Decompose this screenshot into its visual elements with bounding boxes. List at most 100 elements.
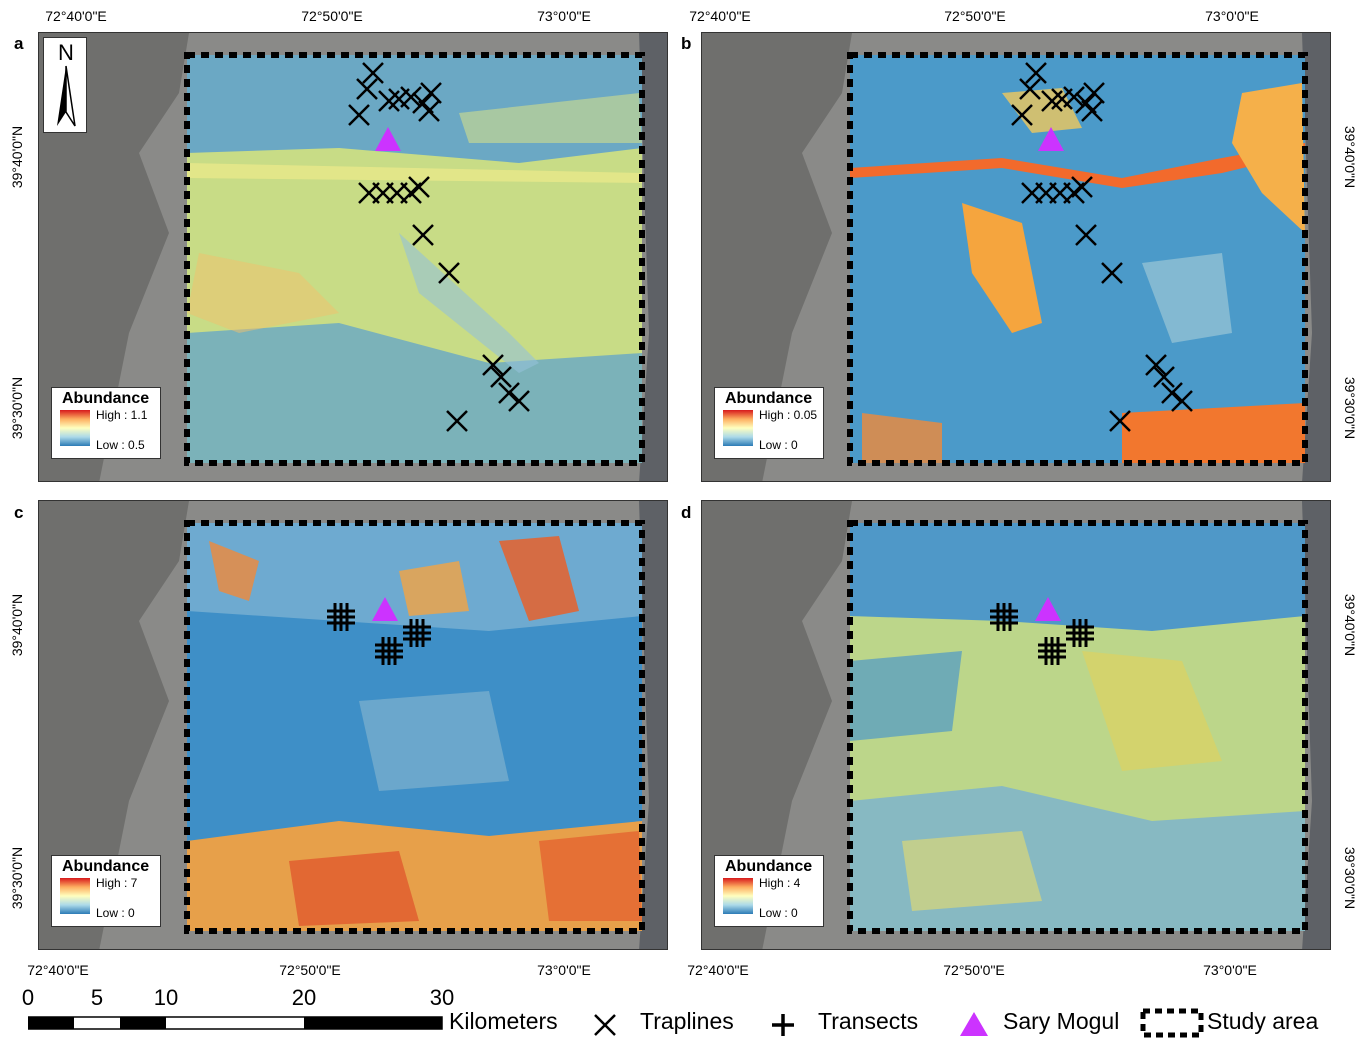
study-area-icon [1140,1008,1204,1038]
trapline-marker [1153,366,1175,388]
trapline-marker [408,176,430,198]
legend-low: Low : 0 [759,906,798,920]
trapline-marker [1075,224,1097,246]
lon-label-top-a2: 72°50'0"E [301,8,363,24]
legend-title: Abundance [62,858,150,875]
lon-label-bottom-c3: 73°0'0"E [537,962,591,978]
map-panel-a: N Abundance High : 1.1 Low : 0.5 [38,32,668,482]
legend-title: Abundance [725,390,813,407]
legend-high: High : 7 [96,876,138,890]
traplines-icon [594,1014,616,1036]
lat-label-right-b2: 39°30'0"N [1342,376,1358,440]
map-panel-a-image [39,33,667,481]
trapline-marker [1081,100,1103,122]
trapline-marker [356,78,378,100]
lat-label-right-d2: 39°30'0"N [1342,846,1358,910]
map-panel-c-image [39,501,667,949]
legend-title: Abundance [62,390,150,407]
trapline-marker [482,354,504,376]
map-panel-c: Abundance High : 7 Low : 0 [38,500,668,950]
map-panel-b: Abundance High : 0.05 Low : 0 [701,32,1331,482]
lon-label-bottom-c1: 72°40'0"E [27,962,89,978]
transect-marker [1066,619,1094,647]
lon-label-bottom-d2: 72°50'0"E [943,962,1005,978]
legend-panel-b: Abundance High : 0.05 Low : 0 [714,387,824,459]
trapline-marker [1019,78,1041,100]
lat-label-left-c1: 39°40'0"N [9,593,25,657]
sary-mogul-label: Sary Mogul [1003,1008,1120,1034]
lat-label-left-c2: 39°30'0"N [9,846,25,910]
trapline-marker [1011,104,1033,126]
transect-marker [327,603,355,631]
panel-b-label: b [681,34,692,53]
map-panel-d: Abundance High : 4 Low : 0 [701,500,1331,950]
map-panel-d-image [702,501,1330,949]
lon-label-top-a3: 73°0'0"E [537,8,591,24]
lon-label-top-a1: 72°40'0"E [45,8,107,24]
north-arrow-icon [57,65,76,127]
sary-mogul-marker [372,597,398,621]
scale-tick-0: 0 [21,985,35,1010]
legend-panel-d: Abundance High : 4 Low : 0 [714,855,824,927]
transect-marker [403,619,431,647]
legend-high: High : 4 [759,876,801,890]
markers-panel-a [348,62,530,432]
traplines-label: Traplines [640,1008,734,1034]
legend-color-ramp [723,410,753,446]
lat-label-right-d1: 39°40'0"N [1342,593,1358,657]
trapline-marker [348,104,370,126]
trapline-marker [1101,262,1123,284]
panel-c-label: c [14,503,24,522]
trapline-marker [418,100,440,122]
legend-low: Low : 0 [96,906,135,920]
legend-panel-a: Abundance High : 1.1 Low : 0.5 [51,387,161,459]
study-area-label: Study area [1207,1008,1319,1034]
lon-label-top-b1: 72°40'0"E [689,8,751,24]
trapline-marker [498,382,520,404]
transect-marker [990,603,1018,631]
trapline-marker [1071,176,1093,198]
scale-unit-label: Kilometers [449,1008,558,1034]
scale-bar [28,1016,443,1030]
transects-label: Transects [818,1008,919,1034]
trapline-marker [400,86,422,108]
legend-low: Low : 0 [759,438,798,452]
scale-tick-10: 10 [153,985,179,1010]
legend-low: Low : 0.5 [96,438,145,452]
sary-mogul-marker [375,127,401,151]
legend-color-ramp [60,878,90,914]
lon-label-top-b2: 72°50'0"E [944,8,1006,24]
lon-label-top-b3: 73°0'0"E [1205,8,1259,24]
trapline-marker [438,262,460,284]
sary-mogul-marker [1035,597,1061,621]
legend-high: High : 1.1 [96,408,148,422]
markers-panel-c [327,597,431,665]
markers-panel-d [990,597,1094,665]
lat-label-left-a1: 39°40'0"N [9,125,25,189]
trapline-marker [1171,390,1193,412]
north-arrow: N [43,37,87,133]
legend-high: High : 0.05 [759,408,818,422]
trapline-marker [1109,410,1131,432]
panel-d-label: d [681,503,692,522]
north-arrow-label: N [58,40,74,65]
panel-a-label: a [14,34,24,53]
legend-panel-c: Abundance High : 7 Low : 0 [51,855,161,927]
transect-marker [1038,637,1066,665]
trapline-marker [412,224,434,246]
trapline-marker [490,366,512,388]
sary-mogul-marker [1038,127,1064,151]
markers-panel-b [1011,62,1193,432]
sary-mogul-icon [960,1012,988,1036]
trapline-marker [508,390,530,412]
lon-label-bottom-c2: 72°50'0"E [279,962,341,978]
trapline-marker [1161,382,1183,404]
scale-tick-30: 30 [429,985,455,1010]
lon-label-bottom-d1: 72°40'0"E [687,962,749,978]
legend-color-ramp [60,410,90,446]
transects-icon [772,1014,794,1036]
legend-color-ramp [723,878,753,914]
trapline-marker [1063,86,1085,108]
lat-label-right-b1: 39°40'0"N [1342,125,1358,189]
scale-tick-5: 5 [90,985,104,1010]
